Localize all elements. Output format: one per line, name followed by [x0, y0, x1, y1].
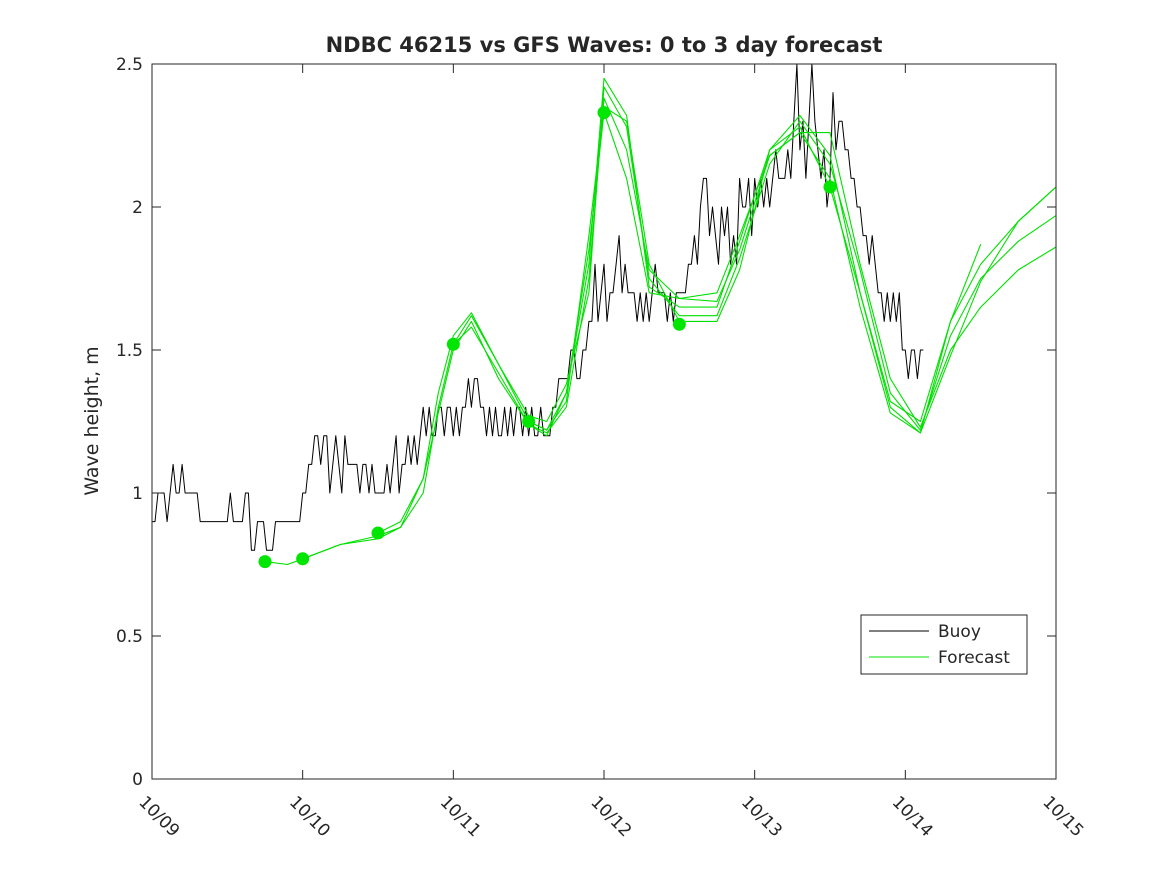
y-tick-label-2: 1: [132, 484, 143, 504]
y-tick-label-1: 0.5: [116, 627, 143, 647]
forecast-marker-0: [258, 555, 272, 569]
legend: Buoy Forecast: [860, 614, 1028, 675]
y-tick-label-3: 1.5: [116, 341, 143, 361]
series-line-forecast-2: [302, 77, 1057, 560]
series-line-forecast-4: [452, 112, 1057, 437]
series-layer: [152, 63, 1057, 566]
y-axis-label: Wave height, m: [81, 346, 103, 495]
y-tick-label-0: 0: [132, 770, 143, 790]
y-tick-label-4: 2: [132, 198, 143, 218]
y-tick-label-5: 2.5: [116, 55, 143, 75]
series-line-forecast-3: [377, 97, 1057, 534]
forecast-marker-7: [823, 180, 837, 194]
series-line-forecast-5: [528, 106, 982, 431]
forecast-marker-5: [597, 106, 611, 120]
legend-label-buoy: Buoy: [938, 622, 981, 642]
forecast-marker-3: [446, 337, 460, 351]
chart-title: NDBC 46215 vs GFS Waves: 0 to 3 day fore…: [326, 33, 883, 57]
marker-layer: [258, 106, 837, 569]
legend-label-forecast: Forecast: [938, 648, 1010, 668]
forecast-marker-4: [522, 415, 536, 428]
forecast-marker-1: [296, 552, 310, 566]
legend-box: [860, 614, 1028, 675]
forecast-marker-2: [371, 526, 385, 540]
forecast-marker-6: [672, 317, 686, 331]
